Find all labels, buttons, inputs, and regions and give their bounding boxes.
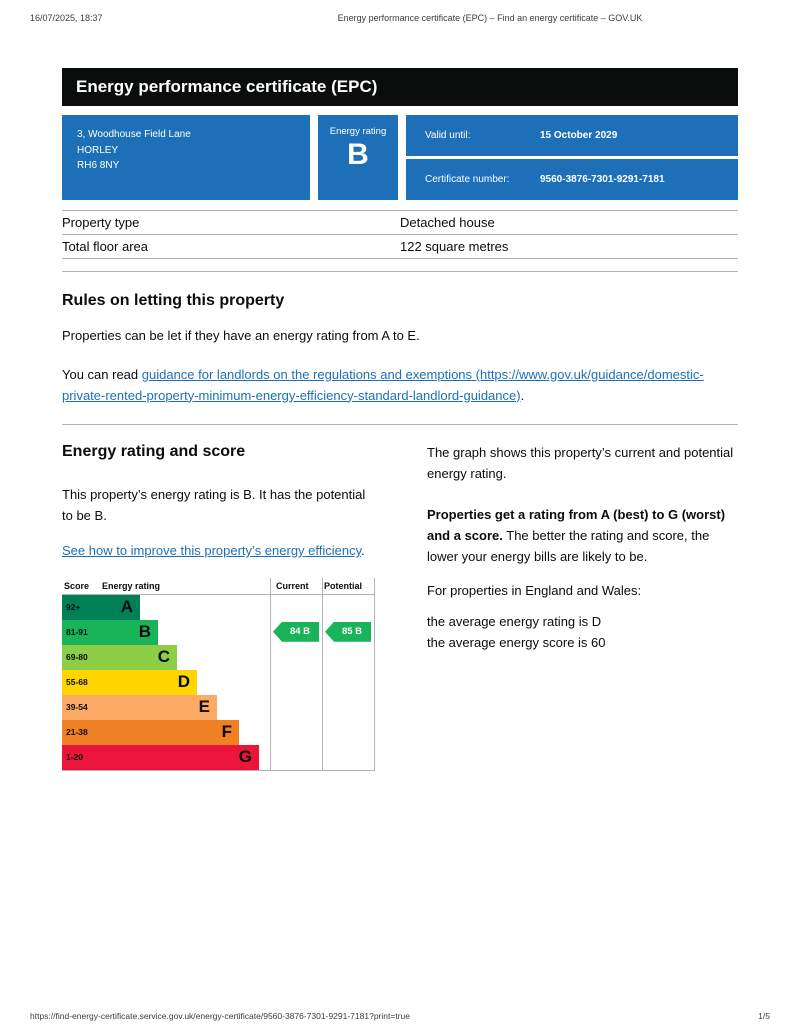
epc-band-c: 69-80 C [62,644,374,670]
improve-efficiency-link[interactable]: See how to improve this property’s energ… [62,542,362,558]
landlord-guidance-link[interactable]: guidance for landlords on the regulation… [62,366,704,403]
property-row: Property type Detached house [62,210,738,234]
epc-band-letter: D [177,672,190,692]
section-divider [62,271,738,272]
epc-band-letter: G [238,747,252,767]
guidance-para-prefix: You can read [62,366,142,382]
potential-rating-arrow: 85 B [325,621,371,642]
average-stats-para: the average energy rating is D the averag… [427,612,738,654]
ratings-explain-bold: Properties get a rating from A (best) to… [427,506,726,543]
energy-rating-label: Energy rating [329,126,387,137]
rating-intro-para: This property’s energy rating is B. It h… [62,487,366,524]
section-divider [62,424,738,426]
guidance-para-suffix: . [520,387,525,403]
print-document-title: Energy performance certificate (EPC) – F… [337,13,643,23]
rules-para: Properties can be let if they have an en… [62,328,420,343]
epc-band-score: 81-91 [66,627,88,638]
energy-rating-letter: B [347,138,369,171]
certificate-number-row: Certificate number: 9560-3876-7301-9291-… [406,159,738,200]
print-page-indicator: 1/5 [758,1011,770,1021]
ratings-explain-para: Properties get a rating from A (best) to… [427,505,738,567]
property-row-value: Detached house [400,215,495,230]
average-rating-line: the average energy rating is D [427,614,602,630]
chart-score-header: Score [64,580,90,591]
property-row: Total floor area 122 square metres [62,234,738,258]
epc-band-letter: B [138,622,151,642]
chart-current-header: Current [276,580,309,591]
property-row-label: Total floor area [62,239,148,254]
epc-band-g: 1-20 G [62,744,374,770]
epc-band-score: 21-38 [66,727,88,738]
browser-print-footer: https://find-energy-certificate.service.… [30,1011,770,1021]
valid-until-row: Valid until: 15 October 2029 [406,115,738,156]
epc-band-letter: F [221,722,232,742]
property-table: Property type Detached house Total floor a… [62,210,738,259]
ratings-explain-rest: The better the rating and score, the low… [427,527,710,564]
address-line-2: HORLEY [77,144,119,156]
rules-heading: Rules on letting this property [62,292,285,309]
graph-explain-para: The graph shows this property’s current … [427,445,734,482]
guidance-para: You can read guidance for landlords on t… [62,365,738,407]
improve-para: See how to improve this property’s energ… [62,541,367,562]
valid-until-label: Valid until: [425,130,471,141]
epc-band-score: 92+ [66,602,81,613]
epc-band-score: 55-68 [66,677,88,688]
epc-band-letter: A [120,597,133,617]
epc-band-letter: C [157,647,170,667]
certificate-number-label: Certificate number: [425,174,510,185]
epc-band-bar: 55-68 D [62,669,197,695]
epc-band-bar: 21-38 F [62,719,239,745]
rating-heading: Energy rating and score [62,443,246,461]
epc-band-d: 55-68 D [62,669,374,695]
certificate-title-banner: Energy performance certificate (EPC) [62,68,738,106]
improve-para-suffix: . [361,542,365,558]
epc-band-score: 39-54 [66,702,88,713]
property-address-box: 3, Woodhouse Field Lane HORLEY RH6 8NY [62,115,310,200]
epc-band-bar: 81-91 B [62,619,158,645]
average-score-line: the average energy score is 60 [427,634,606,650]
epc-band-f: 21-38 F [62,719,374,745]
current-rating-arrow: 84 B [273,621,319,642]
potential-column-divider [322,577,323,770]
address-line-1: 3, Woodhouse Field Lane [77,129,191,140]
epc-band-bar: 39-54 E [62,694,217,720]
certificate-number-value: 9560-3876-7301-9291-7181 [540,174,665,185]
rating-section: Energy rating and score This property’s … [62,443,738,771]
epc-rating-chart: Score Energy rating Current Potential 92… [62,577,375,771]
epc-chart-bands: 92+ A 81-91 B 69-80 C 55-68 D 39-54 E 21-38 F 1-20 G [62,594,374,770]
print-url: https://find-energy-certificate.service.… [30,1011,410,1021]
property-row-label: Property type [62,215,140,230]
epc-band-a: 92+ A [62,594,374,620]
chart-rating-header: Energy rating [102,580,161,591]
print-datetime: 16/07/2025, 18:37 [30,13,103,23]
page-title: Energy performance certificate (EPC) [76,77,378,96]
epc-band-score: 1-20 [66,752,84,763]
epc-band-score: 69-80 [66,652,88,663]
chart-potential-header: Potential [324,580,363,591]
epc-chart-header: Score Energy rating Current Potential [62,578,374,595]
current-column-divider [270,577,271,770]
certificate-content: Energy performance certificate (EPC) 3, … [62,68,738,771]
rating-section-right: The graph shows this property’s current … [427,443,738,653]
property-row-value: 122 square metres [400,239,509,254]
epc-band-bar: 1-20 G [62,744,259,770]
epc-band-b: 81-91 B [62,619,374,645]
england-wales-para: For properties in England and Wales: [427,583,642,599]
energy-rating-box: Energy rating B [318,115,398,200]
epc-band-letter: E [198,697,210,717]
epc-band-bar: 69-80 C [62,644,177,670]
browser-print-header: 16/07/2025, 18:37 Energy performance cer… [30,13,770,23]
certificate-summary: 3, Woodhouse Field Lane HORLEY RH6 8NY E… [62,115,738,200]
address-line-3: RH6 8NY [77,160,120,171]
rating-section-left: Energy rating and score This property’s … [62,443,427,771]
valid-until-value: 15 October 2029 [540,130,618,141]
epc-band-bar: 92+ A [62,594,140,620]
certificate-validity-box: Valid until: 15 October 2029 Certificate… [406,115,738,200]
epc-band-e: 39-54 E [62,694,374,720]
